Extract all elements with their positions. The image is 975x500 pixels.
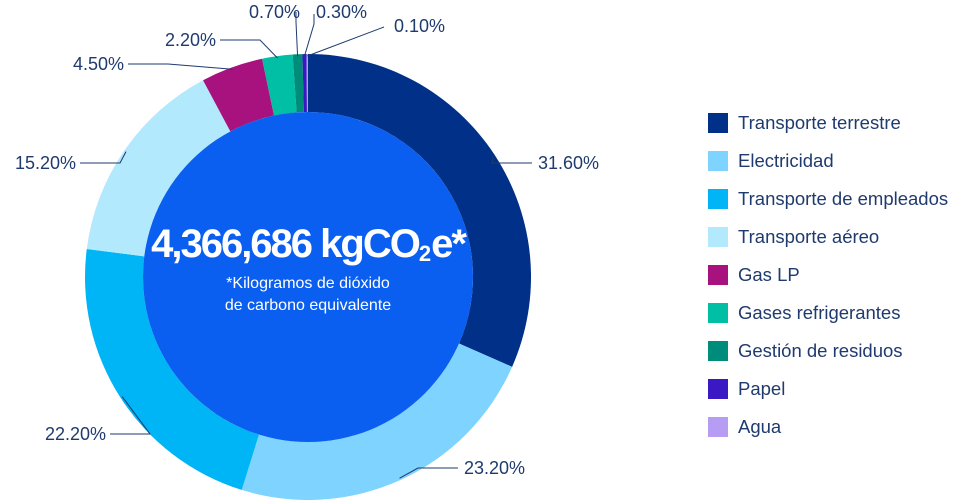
footnote-line-2: de carbono equivalente xyxy=(224,297,392,314)
slice-transporte-de-empleados xyxy=(85,249,259,490)
legend-swatch xyxy=(708,189,728,209)
slice-value-labels: 31.60% 23.20% 22.20% 15.20% 4.50% 2.20% 0.70% 0… xyxy=(15,2,599,479)
total-emissions: 4,366,686 kgCO2e* xyxy=(143,222,473,267)
center-summary: 4,366,686 kgCO2e* *Kilogramos de dióxido… xyxy=(143,222,473,317)
slice-value-label: 2.20% xyxy=(165,30,216,50)
slice-gas-lp xyxy=(203,58,275,132)
total-subscript: 2 xyxy=(418,241,432,266)
slice-gases-refrigerantes xyxy=(262,54,297,116)
legend-label: Transporte aéreo xyxy=(738,226,880,247)
legend-item: Transporte de empleados xyxy=(708,180,975,218)
legend-label: Transporte de empleados xyxy=(738,188,949,209)
slice-transporte-terrestre xyxy=(308,54,531,367)
legend-label: Gases refrigerantes xyxy=(738,302,901,323)
slice-electricidad xyxy=(241,343,513,500)
leader-line xyxy=(110,396,151,435)
legend-item: Agua xyxy=(708,408,975,446)
donut-slices xyxy=(85,54,531,500)
slice-value-label: 22.20% xyxy=(45,424,106,444)
slice-gesti-n-de-residuos xyxy=(292,54,304,113)
leader-line xyxy=(295,12,299,57)
leader-line xyxy=(399,467,458,479)
leader-line xyxy=(307,26,385,57)
legend-label: Papel xyxy=(738,378,786,399)
chart-legend: Transporte terrestre Electricidad Transpor… xyxy=(708,104,975,446)
slice-value-label: 0.10% xyxy=(394,16,445,36)
legend-item: Electricidad xyxy=(708,142,975,180)
donut-chart: 31.60% 23.20% 22.20% 15.20% 4.50% 2.20% 0.70% 0… xyxy=(15,2,599,500)
slice-agua xyxy=(306,54,308,113)
leader-line xyxy=(304,14,315,57)
slice-value-label: 31.60% xyxy=(538,153,599,173)
legend-swatch xyxy=(708,227,728,247)
legend-label: Gestión de residuos xyxy=(738,340,903,361)
slice-value-label: 4.50% xyxy=(73,54,124,74)
total-suffix: e* xyxy=(431,222,467,266)
legend-swatch xyxy=(708,341,728,361)
footnote-line-1: *Kilogramos de dióxido xyxy=(226,275,390,292)
legend-label: Gas LP xyxy=(738,264,800,285)
legend-item: Papel xyxy=(708,370,975,408)
slice-transporte-a-reo xyxy=(86,80,231,257)
leader-line xyxy=(128,63,233,70)
slice-value-label: 15.20% xyxy=(15,153,76,173)
legend-item: Gas LP xyxy=(708,256,975,294)
legend-item: Transporte terrestre xyxy=(708,104,975,142)
legend-item: Transporte aéreo xyxy=(708,218,975,256)
slice-value-label: 23.20% xyxy=(464,458,525,478)
legend-label: Electricidad xyxy=(738,150,834,171)
legend-swatch xyxy=(708,265,728,285)
legend-swatch xyxy=(708,303,728,323)
center-disc xyxy=(143,112,473,442)
total-value: 4,366,686 kgCO xyxy=(151,222,421,266)
legend-label: Agua xyxy=(738,416,782,437)
legend-swatch xyxy=(708,417,728,437)
legend-label: Transporte terrestre xyxy=(738,112,901,133)
legend-item: Gestión de residuos xyxy=(708,332,975,370)
legend-swatch xyxy=(708,151,728,171)
slice-value-label: 0.30% xyxy=(316,2,367,22)
slice-papel xyxy=(302,54,307,113)
slice-value-label: 0.70% xyxy=(249,2,300,22)
leader-line xyxy=(491,156,532,164)
legend-item: Gases refrigerantes xyxy=(708,294,975,332)
total-footnote: *Kilogramos de dióxido de carbono equiva… xyxy=(143,273,473,317)
legend-swatch xyxy=(708,379,728,399)
leader-line xyxy=(220,39,278,59)
legend-swatch xyxy=(708,113,728,133)
leader-line xyxy=(80,151,127,164)
